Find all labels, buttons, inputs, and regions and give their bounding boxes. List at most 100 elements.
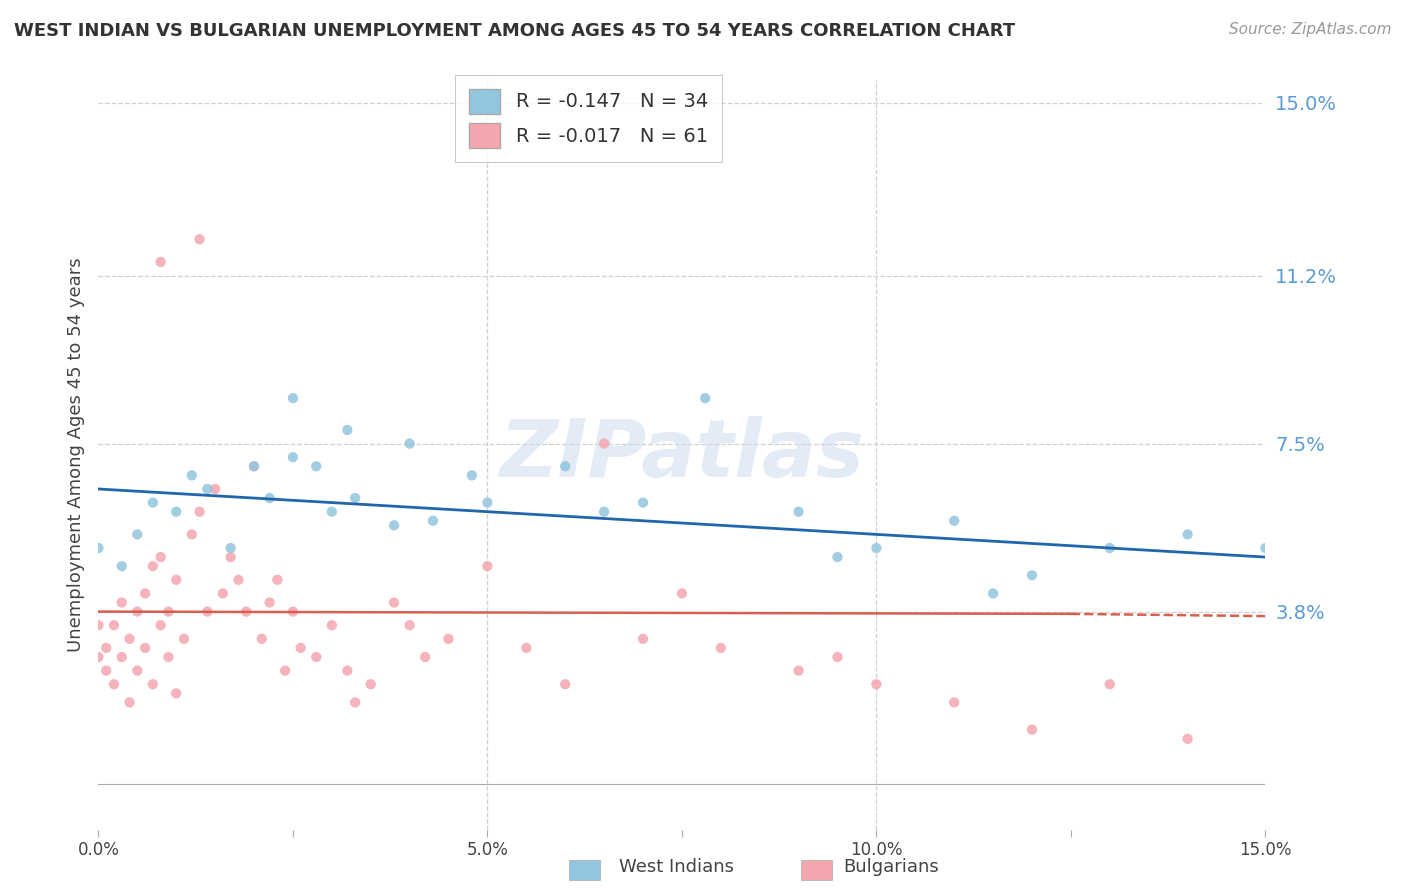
Point: [173, 632, 195, 646]
Point: [165, 505, 187, 519]
Point: [103, 677, 125, 691]
Point: [188, 232, 211, 246]
Point: [127, 527, 149, 541]
Point: [165, 573, 187, 587]
Point: [204, 482, 226, 496]
Text: ZIPatlas: ZIPatlas: [499, 416, 865, 494]
Point: [865, 541, 887, 555]
Point: [96, 640, 118, 655]
Point: [111, 650, 134, 665]
Point: [382, 595, 405, 609]
Point: [382, 518, 405, 533]
Point: [219, 541, 242, 555]
Point: [631, 632, 654, 646]
Point: [554, 677, 576, 691]
Point: [360, 677, 382, 691]
Point: [103, 618, 125, 632]
Legend: R = -0.147   N = 34, R = -0.017   N = 61: R = -0.147 N = 34, R = -0.017 N = 61: [456, 75, 721, 162]
Point: [336, 664, 359, 678]
Point: [281, 605, 304, 619]
Point: [554, 459, 576, 474]
Point: [228, 573, 250, 587]
Point: [195, 605, 218, 619]
Point: [195, 482, 218, 496]
Point: [787, 664, 810, 678]
Point: [305, 650, 328, 665]
Point: [259, 595, 281, 609]
Point: [1021, 568, 1043, 582]
Point: [981, 586, 1004, 600]
Point: [180, 527, 202, 541]
Point: [1021, 723, 1043, 737]
Point: [290, 640, 312, 655]
Point: [1098, 541, 1121, 555]
Point: [344, 695, 367, 709]
Point: [1254, 541, 1277, 555]
Point: [212, 586, 235, 600]
Point: [671, 586, 693, 600]
Point: [111, 559, 134, 574]
Point: [157, 605, 180, 619]
Point: [344, 491, 367, 505]
Point: [865, 677, 887, 691]
Point: [593, 505, 616, 519]
Point: [180, 468, 202, 483]
Point: [1177, 731, 1199, 746]
Point: [477, 559, 499, 574]
Point: [188, 505, 211, 519]
Text: WEST INDIAN VS BULGARIAN UNEMPLOYMENT AMONG AGES 45 TO 54 YEARS CORRELATION CHAR: WEST INDIAN VS BULGARIAN UNEMPLOYMENT AM…: [14, 22, 1015, 40]
Y-axis label: Unemployment Among Ages 45 to 54 years: Unemployment Among Ages 45 to 54 years: [66, 258, 84, 652]
Point: [96, 664, 118, 678]
Point: [149, 618, 172, 632]
Point: [127, 605, 149, 619]
Point: [134, 640, 156, 655]
Point: [413, 650, 436, 665]
Point: [111, 595, 134, 609]
Point: [157, 650, 180, 665]
Point: [118, 695, 141, 709]
Point: [127, 664, 149, 678]
Point: [695, 391, 717, 405]
Point: [336, 423, 359, 437]
Point: [149, 255, 172, 269]
Point: [142, 677, 165, 691]
Point: [87, 618, 110, 632]
Point: [631, 495, 654, 509]
Point: [87, 541, 110, 555]
Point: [87, 650, 110, 665]
Point: [1098, 677, 1121, 691]
Point: [827, 650, 849, 665]
Point: [149, 550, 172, 565]
Point: [827, 550, 849, 565]
Point: [398, 618, 420, 632]
Point: [219, 550, 242, 565]
Point: [787, 505, 810, 519]
Point: [165, 686, 187, 700]
Point: [281, 391, 304, 405]
Point: [398, 436, 420, 450]
Point: [243, 459, 266, 474]
Point: [1177, 527, 1199, 541]
Point: [437, 632, 460, 646]
Point: [943, 695, 966, 709]
Text: Bulgarians: Bulgarians: [844, 858, 939, 876]
Text: West Indians: West Indians: [619, 858, 734, 876]
Text: Source: ZipAtlas.com: Source: ZipAtlas.com: [1229, 22, 1392, 37]
Point: [515, 640, 537, 655]
Point: [461, 468, 484, 483]
Point: [593, 436, 616, 450]
Point: [274, 664, 297, 678]
Point: [321, 618, 343, 632]
Point: [266, 573, 288, 587]
Point: [477, 495, 499, 509]
Point: [142, 495, 165, 509]
Point: [142, 559, 165, 574]
Point: [710, 640, 733, 655]
Point: [321, 505, 343, 519]
Point: [235, 605, 257, 619]
Point: [259, 491, 281, 505]
Point: [118, 632, 141, 646]
Point: [943, 514, 966, 528]
Point: [250, 632, 273, 646]
Point: [243, 459, 266, 474]
